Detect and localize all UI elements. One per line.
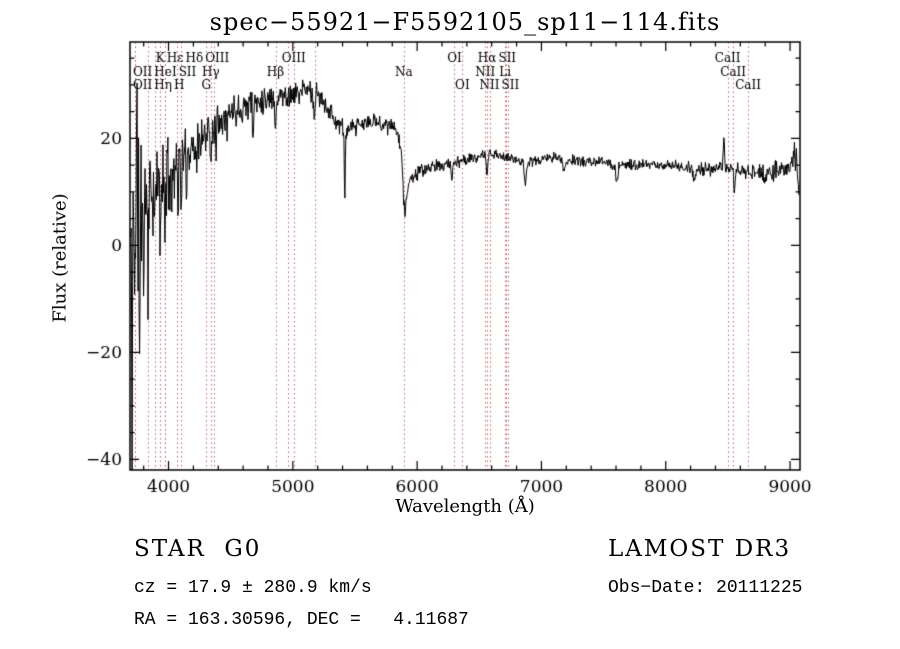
ra-dec-line: RA = 163.30596, DEC = 4.11687 bbox=[134, 610, 469, 630]
survey-label: LAMOST DR3 bbox=[608, 536, 792, 562]
cz-value-line: cz = 17.9 ± 280.9 km/s bbox=[134, 578, 372, 598]
object-class-label: STAR G0 bbox=[134, 536, 262, 562]
obs-date-line: Obs−Date: 20111225 bbox=[608, 578, 803, 598]
x-axis-label: Wavelength (Å) bbox=[395, 496, 535, 517]
y-axis-label: Flux (relative) bbox=[49, 193, 71, 323]
plot-title: spec−55921−F5592105_sp11−114.fits bbox=[209, 8, 721, 36]
